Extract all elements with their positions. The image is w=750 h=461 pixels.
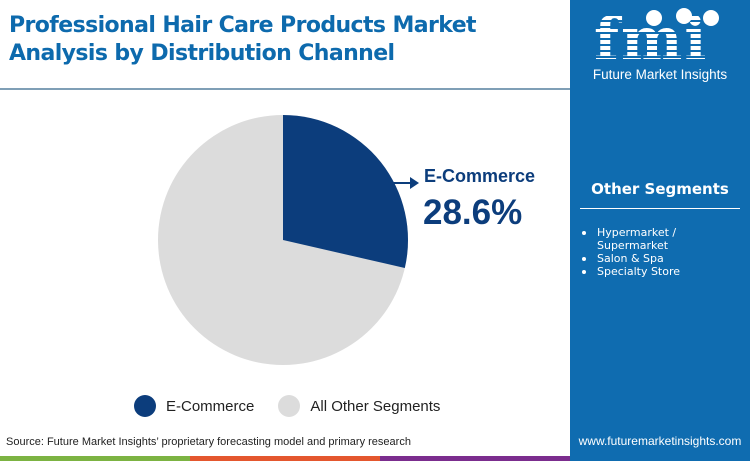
legend-item-all-other-segments: All Other Segments — [278, 395, 440, 417]
fmi-logo[interactable]: fmi Future Market Insights — [570, 0, 750, 95]
bullet-icon — [582, 270, 586, 274]
other-segments-title: Other Segments — [591, 180, 729, 198]
legend-label: All Other Segments — [310, 397, 441, 415]
legend-item-e-commerce: E-Commerce — [134, 395, 254, 417]
list-item: Hypermarket / Supermarket — [582, 226, 750, 252]
other-segments-divider — [580, 208, 740, 209]
title-divider — [0, 88, 570, 90]
chart-legend: E-Commerce All Other Segments — [134, 395, 464, 417]
list-item: Salon & Spa — [582, 252, 750, 265]
legend-swatch-e-commerce — [134, 395, 156, 417]
bullet-icon — [582, 231, 586, 235]
pie-slice-e-commerce — [283, 115, 409, 269]
source-note: Source: Future Market Insights’ propriet… — [6, 436, 411, 448]
brand-sidebar: fmi Future Market Insights Other Segment… — [570, 0, 750, 461]
footer-bar-purple — [380, 456, 570, 461]
pie-chart — [158, 115, 409, 365]
list-item-label: Salon & Spa — [597, 252, 664, 265]
arrow-right-icon — [392, 177, 419, 189]
logo-tagline: Future Market Insights — [592, 67, 728, 82]
other-segments-list: Hypermarket / Supermarket Salon & Spa Sp… — [582, 226, 750, 278]
footer-bar-green — [0, 456, 190, 461]
legend-label: E-Commerce — [166, 397, 255, 415]
list-item-label: Specialty Store — [597, 265, 681, 278]
globe-asia-icon — [703, 10, 719, 26]
list-item-label: Hypermarket / Supermarket — [597, 226, 677, 252]
callout-value: 28.6% — [423, 193, 523, 232]
callout-label: E-Commerce — [424, 166, 536, 186]
globe-europe-icon — [676, 8, 692, 24]
page-title: Professional Hair Care Products Market A… — [9, 13, 477, 66]
globe-americas-icon — [646, 10, 662, 26]
list-item: Specialty Store — [582, 265, 750, 278]
footer-bar-orange — [190, 456, 380, 461]
website-link[interactable]: www.futuremarketinsights.com — [578, 434, 742, 448]
bullet-icon — [582, 257, 586, 261]
legend-swatch-all-other-segments — [278, 395, 301, 417]
